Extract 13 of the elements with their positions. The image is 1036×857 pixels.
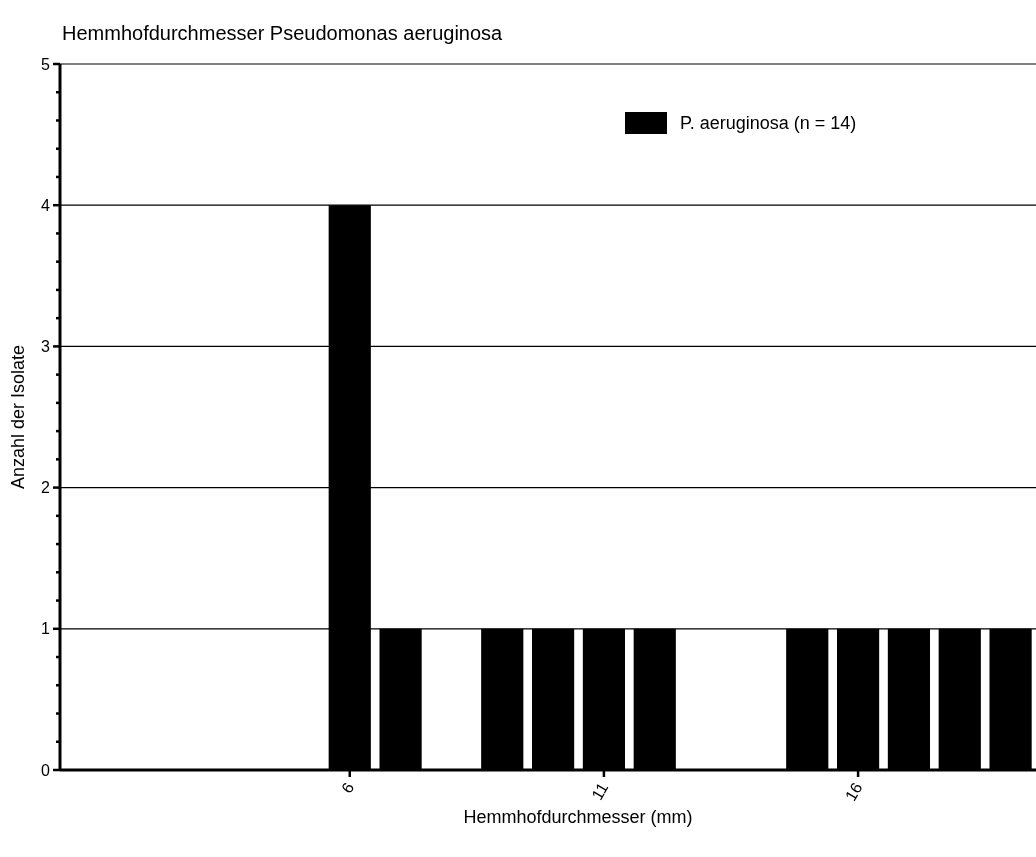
y-tick-label: 0 (41, 761, 51, 779)
x-tick-label: 11 (588, 779, 612, 803)
x-tick-label: 16 (841, 779, 866, 804)
y-tick-label: 5 (41, 55, 51, 73)
x-tick-label: 6 (338, 779, 358, 797)
y-tick-label: 4 (41, 196, 51, 214)
chart-title: Hemmhofdurchmesser Pseudomonas aeruginosa (62, 22, 504, 44)
x-axis-title: Hemmhofdurchmesser (mm) (463, 807, 693, 827)
y-axis-title: Anzahl der Isolate (8, 344, 28, 490)
y-tick-label: 1 (41, 620, 51, 638)
y-tick-label: 2 (41, 479, 51, 497)
y-tick-label: 3 (41, 338, 51, 355)
legend-label: P. aeruginosa (n = 14) (680, 113, 857, 134)
